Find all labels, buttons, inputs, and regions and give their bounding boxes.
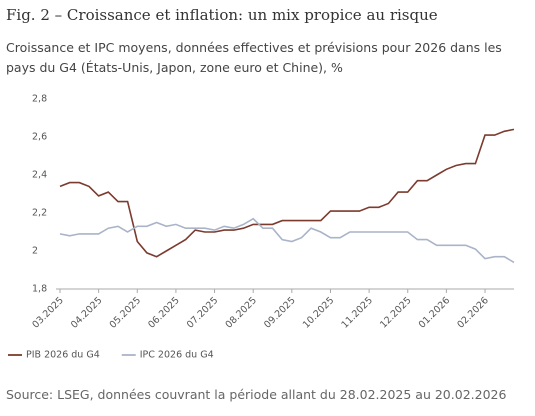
x-tick-label: 05.2025 (108, 295, 144, 331)
x-tick-label: 10.2025 (301, 295, 337, 331)
chart-subtitle: Croissance et IPC moyens, données effect… (6, 40, 502, 75)
x-tick-label: 06.2025 (146, 295, 182, 331)
x-tick-label: 08.2025 (224, 295, 260, 331)
y-tick-label: 1,8 (32, 284, 47, 295)
chart-title: Fig. 2 – Croissance et inflation: un mix… (6, 6, 438, 24)
series-line (59, 128, 515, 258)
legend-label: IPC 2026 du G4 (140, 350, 214, 361)
x-tick-label: 12.2025 (378, 295, 414, 331)
y-tick-label: 2,8 (32, 94, 47, 105)
x-tick-label: 03.2025 (30, 295, 66, 331)
x-tick-label: 11.2025 (339, 295, 375, 331)
y-tick-label: 2 (32, 246, 38, 257)
chart: 1,8 2 2,2 2,4 2,6 2,8 03.2025 04.2025 05.2025 06.… (8, 94, 515, 361)
x-tick-label: 02.2026 (455, 295, 491, 331)
y-tick-label: 2,4 (32, 170, 47, 181)
x-tick-label: 07.2025 (185, 295, 221, 331)
source-note: Source: LSEG, données couvrant la périod… (6, 387, 507, 402)
series-line (59, 217, 515, 264)
legend-label: PIB 2026 du G4 (26, 350, 100, 361)
y-tick-label: 2,6 (32, 132, 47, 143)
x-tick-label: 04.2025 (69, 295, 105, 331)
x-tick-label: 09.2025 (262, 295, 298, 331)
y-tick-label: 2,2 (32, 208, 47, 219)
x-tick-label: 01.2026 (417, 295, 453, 331)
